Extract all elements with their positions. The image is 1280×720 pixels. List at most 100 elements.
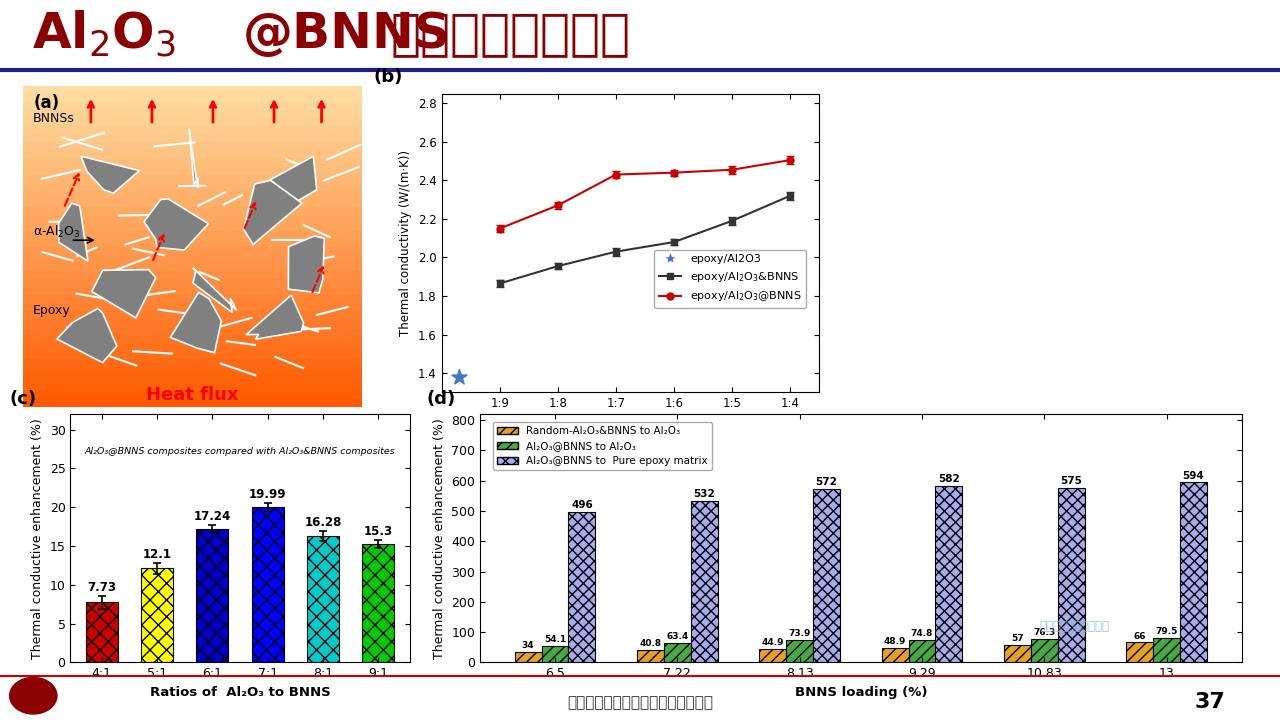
Bar [23, 222, 362, 230]
Text: 37: 37 [1194, 693, 1225, 712]
Bar [936, 486, 963, 662]
Bar [23, 127, 362, 135]
Bar [23, 174, 362, 182]
Bar [196, 528, 228, 662]
Bar [23, 343, 362, 351]
Text: 575: 575 [1060, 477, 1082, 487]
Bar [23, 327, 362, 335]
Polygon shape [145, 199, 209, 250]
Text: 594: 594 [1183, 471, 1204, 481]
Bar [909, 640, 936, 662]
Bar [664, 643, 691, 662]
Text: 7.73: 7.73 [87, 581, 116, 594]
Bar [813, 489, 840, 662]
Bar [23, 287, 362, 294]
Bar [252, 507, 284, 662]
Bar [23, 383, 362, 391]
Text: 上海市电气络缘与热老化重点实验室: 上海市电气络缘与热老化重点实验室 [567, 695, 713, 710]
Bar [1180, 482, 1207, 662]
Bar [23, 351, 362, 359]
Text: BNNSs: BNNSs [33, 112, 76, 125]
Text: 66: 66 [1134, 631, 1146, 641]
Bar [1030, 639, 1057, 662]
Text: 19.99: 19.99 [248, 488, 287, 501]
Bar [1126, 642, 1153, 662]
Text: 73.9: 73.9 [788, 629, 810, 638]
Polygon shape [189, 129, 198, 188]
Bar [23, 246, 362, 255]
Bar [307, 536, 339, 662]
Text: 17.24: 17.24 [193, 510, 230, 523]
Bar [23, 191, 362, 199]
Text: (c): (c) [9, 390, 36, 408]
Bar [23, 119, 362, 127]
Text: @BNNS: @BNNS [243, 10, 451, 58]
Bar [23, 94, 362, 102]
Text: 复合材料导热性能: 复合材料导热性能 [390, 10, 630, 58]
Bar [1057, 488, 1084, 662]
Text: 16.28: 16.28 [305, 516, 342, 529]
Bar [786, 640, 813, 662]
Text: 15.3: 15.3 [364, 525, 393, 538]
Y-axis label: Thermal conductive enhancement (%): Thermal conductive enhancement (%) [433, 418, 445, 659]
Bar [23, 230, 362, 238]
Bar [23, 158, 362, 166]
Text: 12.1: 12.1 [142, 548, 172, 561]
Bar [691, 501, 718, 662]
Bar [1004, 645, 1030, 662]
Bar [23, 215, 362, 222]
Bar [23, 335, 362, 343]
X-axis label: BNNS loading (%): BNNS loading (%) [795, 686, 927, 699]
Text: 48.9: 48.9 [884, 636, 906, 646]
Text: (d): (d) [426, 390, 456, 408]
Ellipse shape [10, 678, 56, 714]
Text: 40.8: 40.8 [639, 639, 662, 648]
Bar [23, 279, 362, 287]
Bar [23, 294, 362, 302]
Polygon shape [246, 295, 303, 339]
Polygon shape [81, 156, 140, 193]
Polygon shape [193, 268, 237, 312]
X-axis label: Ratio of  BNNS to Al₂O₃: Ratio of BNNS to Al₂O₃ [558, 416, 703, 429]
Bar [23, 150, 362, 158]
Bar [882, 647, 909, 662]
Text: (b): (b) [374, 68, 403, 86]
Bar [23, 255, 362, 263]
Polygon shape [170, 292, 221, 353]
Bar [23, 319, 362, 327]
Polygon shape [243, 180, 302, 244]
Text: Heat flux: Heat flux [146, 387, 239, 405]
Legend: epoxy/Al2O3, epoxy/Al$_2$O$_3$&BNNS, epoxy/Al$_2$O$_3$@BNNS: epoxy/Al2O3, epoxy/Al$_2$O$_3$&BNNS, epo… [654, 250, 806, 308]
Point [449, 372, 470, 383]
Polygon shape [288, 236, 324, 293]
Text: 57: 57 [1011, 634, 1024, 643]
Bar [23, 271, 362, 279]
Bar [23, 238, 362, 246]
Bar [515, 652, 541, 662]
Bar [23, 311, 362, 319]
Bar [23, 359, 362, 366]
Text: 79.5: 79.5 [1156, 628, 1178, 636]
Bar [23, 110, 362, 119]
Bar [23, 102, 362, 110]
Text: 76.3: 76.3 [1033, 629, 1056, 637]
Text: 582: 582 [938, 474, 960, 485]
Polygon shape [56, 308, 116, 363]
Bar [637, 650, 664, 662]
Bar [23, 374, 362, 383]
Text: 532: 532 [694, 490, 716, 500]
Bar [23, 166, 362, 174]
Polygon shape [59, 203, 88, 261]
Text: 44.9: 44.9 [762, 638, 783, 647]
Bar [541, 646, 568, 662]
Bar [23, 86, 362, 94]
Y-axis label: Thermal conductive enhancement (%): Thermal conductive enhancement (%) [31, 418, 44, 659]
Text: 63.4: 63.4 [666, 632, 689, 642]
Bar [568, 512, 595, 662]
Text: 496: 496 [571, 500, 593, 510]
Bar [1153, 639, 1180, 662]
Bar [23, 207, 362, 215]
Y-axis label: Thermal conductivity (W/(m·K)): Thermal conductivity (W/(m·K)) [399, 150, 412, 336]
Text: Epoxy: Epoxy [33, 305, 70, 318]
Bar [86, 603, 118, 662]
